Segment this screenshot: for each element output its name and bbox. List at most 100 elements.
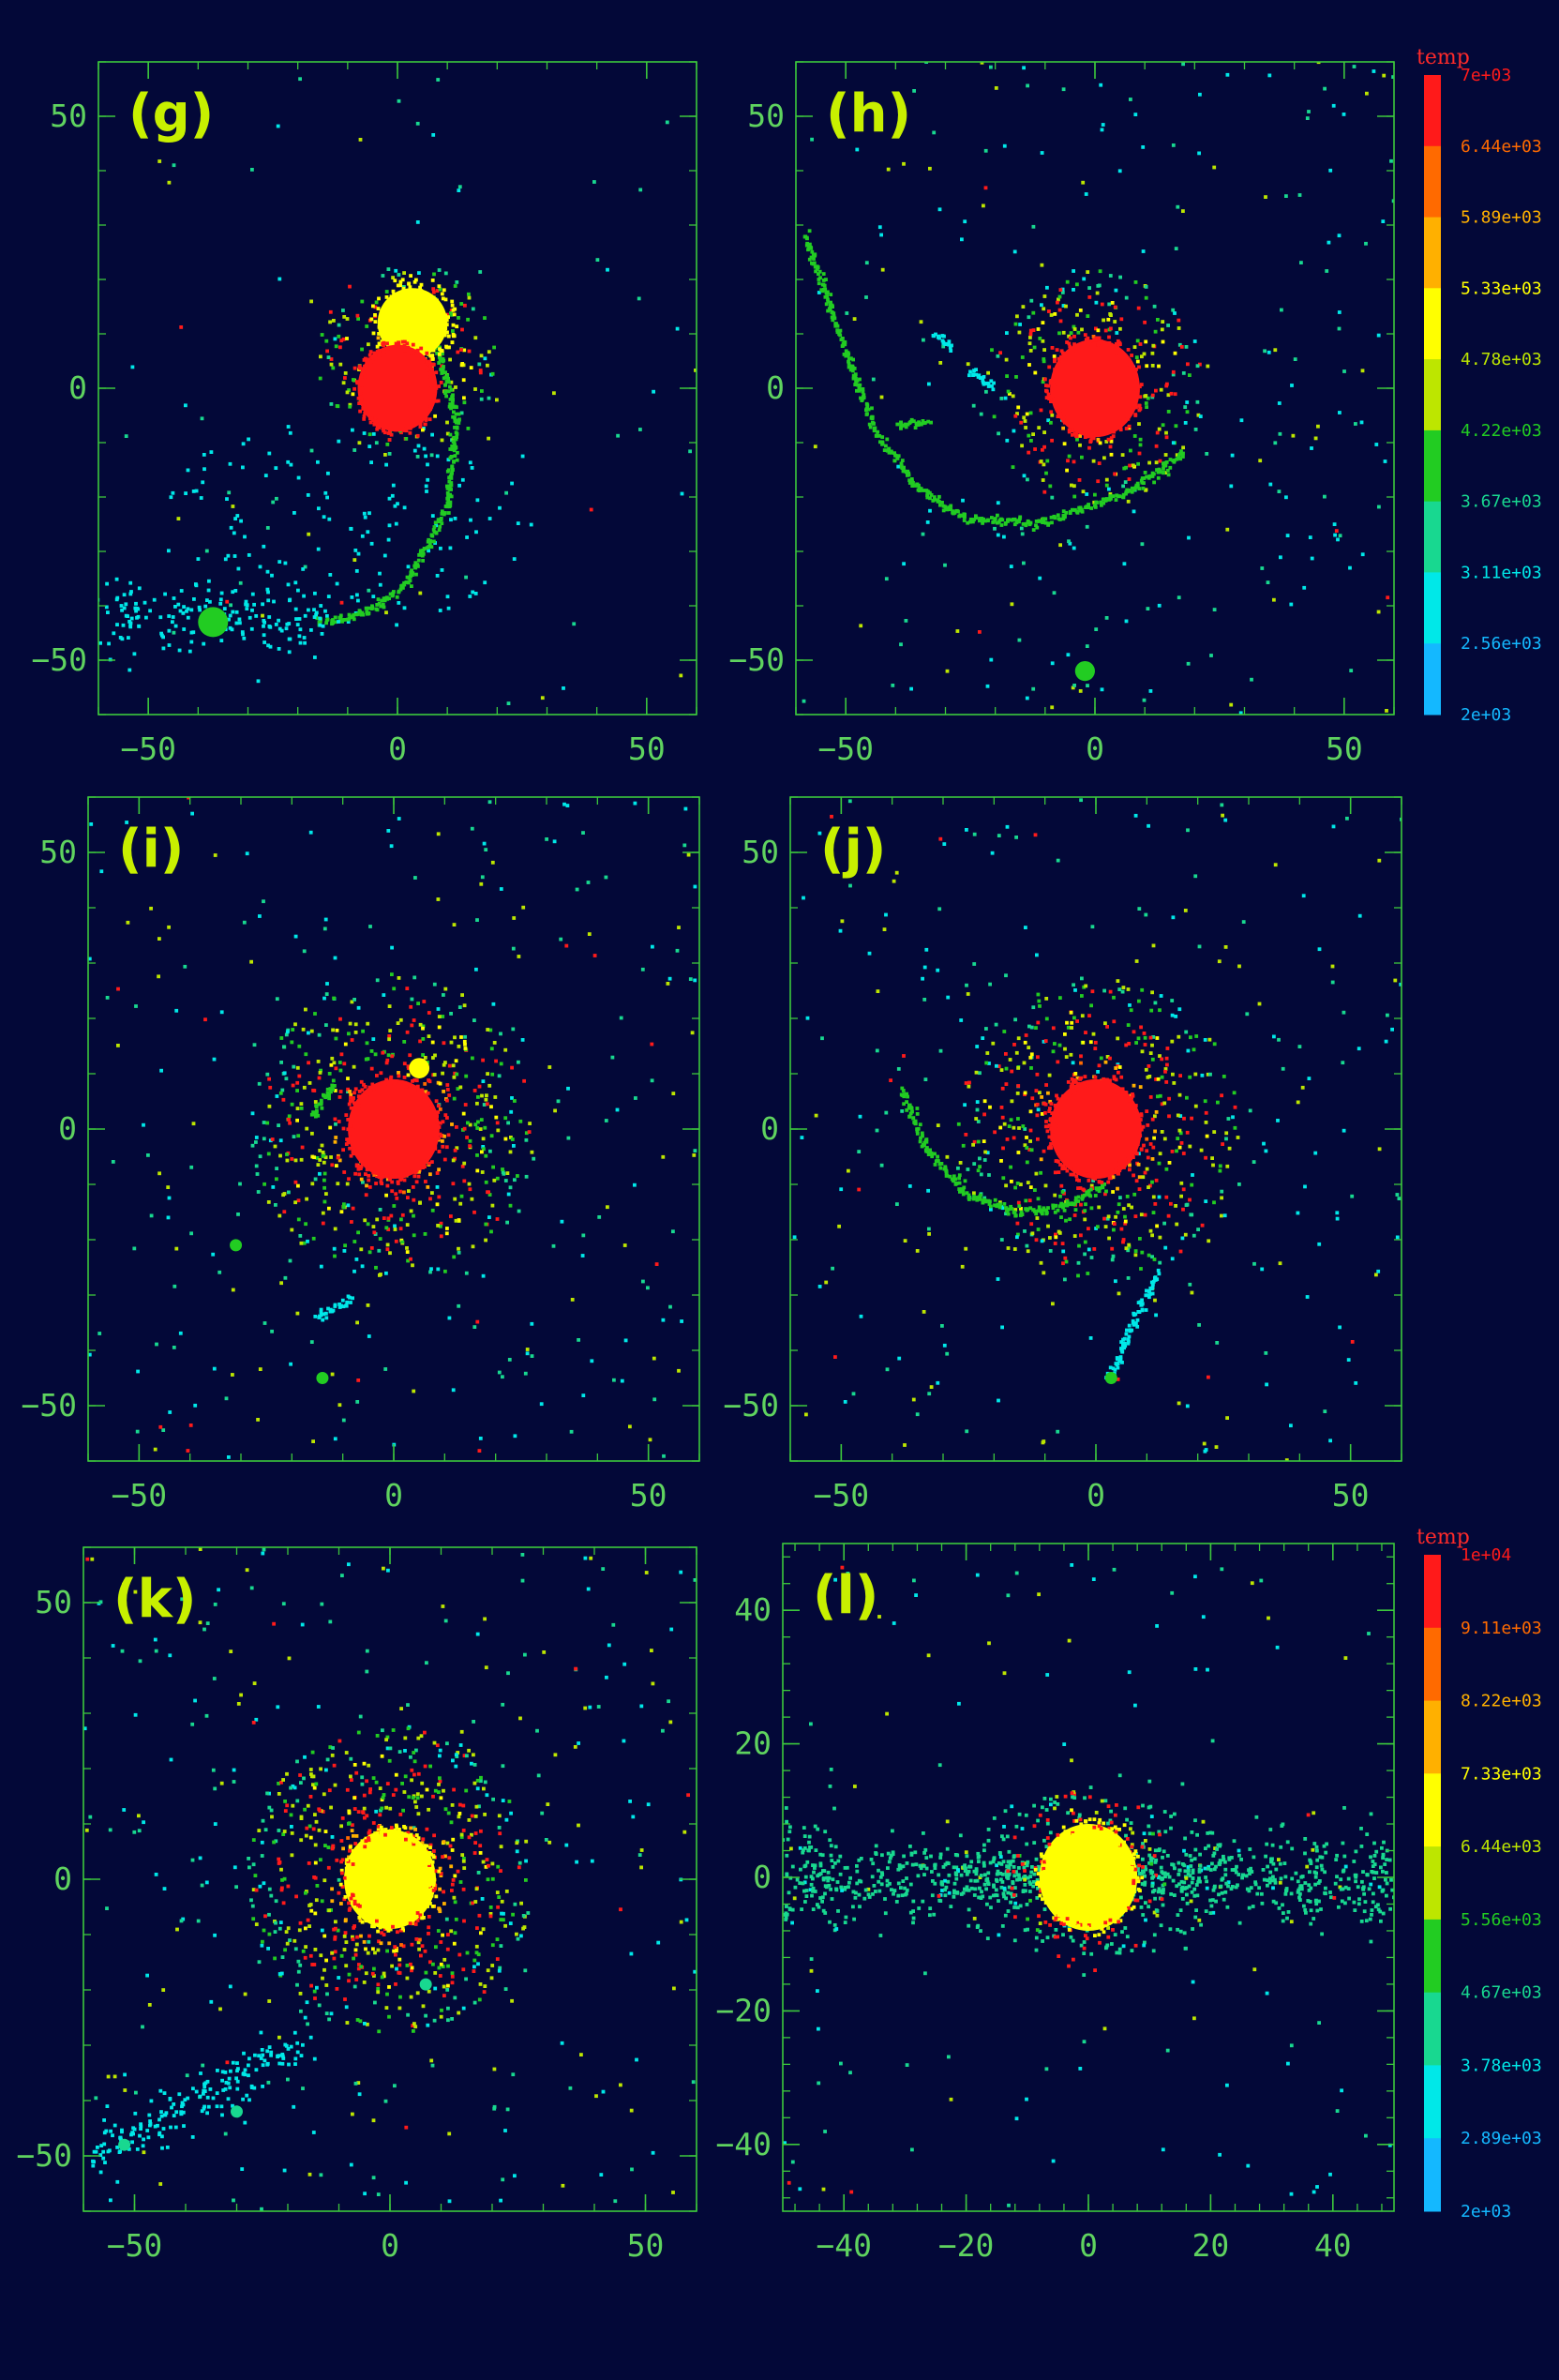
halo-particle: [324, 1192, 328, 1196]
field-particle: [1171, 915, 1176, 920]
core-edge-particle: [377, 349, 382, 353]
halo-particle: [1042, 490, 1047, 494]
field-particle: [616, 433, 620, 438]
field-particle: [813, 444, 817, 449]
halo-particle: [345, 317, 350, 321]
core-edge-particle: [382, 1081, 387, 1086]
core-edge-particle: [352, 386, 356, 391]
field-particle: [1252, 1261, 1256, 1266]
field-particle: [1177, 595, 1181, 600]
halo-particle: [341, 1205, 346, 1210]
halo-particle: [1083, 1209, 1087, 1213]
field-particle: [279, 1281, 283, 1286]
field-particle: [1323, 1409, 1327, 1413]
halo-particle: [1103, 1192, 1107, 1197]
field-particle: [1230, 453, 1235, 458]
core-edge-particle: [385, 341, 389, 346]
halo-particle: [1114, 341, 1118, 346]
halo-particle: [1055, 1093, 1058, 1098]
halo-particle: [1188, 1144, 1192, 1149]
halo-particle: [1070, 1026, 1073, 1030]
field-particle: [569, 1429, 574, 1434]
halo-particle: [1134, 355, 1139, 359]
stream-particle: [915, 1132, 920, 1136]
field-particle: [1174, 247, 1178, 250]
halo-particle: [497, 1074, 502, 1078]
field-particle: [945, 1154, 950, 1159]
field-particle: [333, 956, 337, 960]
stream-particle: [287, 637, 292, 641]
halo-particle: [478, 369, 483, 372]
field-particle: [640, 967, 645, 972]
halo-particle: [999, 1238, 1004, 1242]
halo-particle: [483, 316, 487, 320]
stream-particle: [222, 607, 227, 610]
halo-particle: [487, 350, 491, 354]
halo-particle: [1055, 348, 1059, 352]
stream-particle: [137, 586, 142, 591]
halo-particle: [1147, 1064, 1151, 1068]
field-particle: [564, 943, 569, 948]
stream-particle: [882, 448, 887, 452]
field-particle: [1006, 1246, 1011, 1250]
halo-particle: [332, 1246, 337, 1251]
halo-particle: [290, 1102, 294, 1107]
halo-particle: [1151, 1211, 1156, 1214]
halo-particle: [1013, 1208, 1018, 1212]
field-particle: [111, 1160, 115, 1164]
halo-particle: [348, 1146, 352, 1151]
core-edge-particle: [1044, 396, 1049, 399]
halo-particle: [1108, 274, 1113, 278]
stream-particle: [1027, 522, 1032, 527]
halo-particle: [382, 1216, 386, 1220]
field-particle: [1088, 1336, 1093, 1340]
halo-particle: [1118, 326, 1122, 331]
y-tick-label: 0: [58, 1110, 77, 1147]
stream-particle: [1145, 474, 1148, 479]
stream-particle: [322, 1092, 325, 1097]
halo-particle: [503, 1047, 508, 1052]
field-particle: [1337, 326, 1342, 331]
stream-particle: [448, 398, 453, 401]
halo-particle: [1016, 1232, 1020, 1237]
halo-particle: [382, 993, 386, 997]
field-particle: [1031, 686, 1036, 691]
halo-particle: [1042, 1271, 1046, 1275]
halo-particle: [1164, 1167, 1169, 1171]
halo-particle: [1079, 1233, 1083, 1238]
halo-particle: [1204, 1110, 1208, 1115]
stream-particle: [917, 486, 922, 490]
field-particle: [1137, 907, 1142, 911]
halo-particle: [448, 357, 452, 362]
field-particle: [559, 937, 563, 941]
stream-particle: [947, 505, 952, 509]
stream-particle: [452, 459, 456, 463]
halo-particle: [966, 1167, 970, 1171]
halo-particle: [443, 1113, 448, 1117]
halo-particle: [1069, 336, 1072, 340]
halo-particle: [1220, 1196, 1223, 1200]
stream-particle: [252, 602, 256, 607]
halo-particle: [496, 1128, 501, 1133]
field-particle: [418, 591, 423, 595]
stream-particle: [427, 537, 431, 542]
stream-particle: [962, 1185, 967, 1190]
halo-particle: [998, 1200, 1002, 1205]
stream-particle: [382, 596, 386, 601]
stream-particle: [449, 476, 454, 480]
halo-particle: [414, 1180, 419, 1184]
stream-particle: [820, 282, 825, 287]
field-particle: [848, 883, 852, 888]
halo-particle: [1103, 1060, 1108, 1064]
diffuse-particle: [457, 483, 461, 488]
halo-particle: [1158, 1235, 1162, 1240]
field-particle: [682, 843, 687, 848]
halo-particle: [445, 1083, 450, 1087]
halo-particle: [1157, 427, 1162, 431]
halo-particle: [1031, 432, 1035, 436]
stream-particle: [848, 368, 853, 372]
halo-particle: [451, 329, 455, 333]
field-particle: [481, 1079, 486, 1083]
stream-particle: [895, 422, 900, 427]
y-tick-label: −50: [728, 641, 785, 678]
